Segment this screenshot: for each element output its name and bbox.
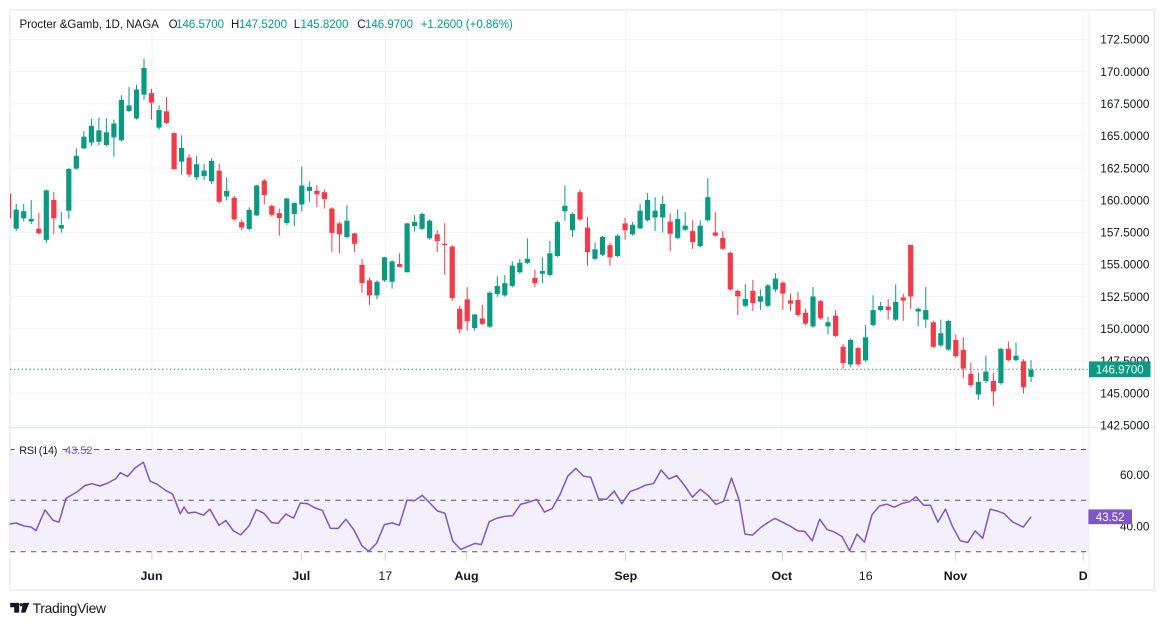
- svg-text:147.5200: 147.5200: [239, 19, 287, 31]
- svg-text:Jul: Jul: [292, 569, 310, 583]
- svg-text:167.5000: 167.5000: [1100, 97, 1150, 111]
- svg-text:Procter &Gamb, 1D, NAGA: Procter &Gamb, 1D, NAGA: [20, 19, 160, 31]
- svg-text:C: C: [357, 19, 365, 31]
- svg-text:146.9700: 146.9700: [365, 19, 413, 31]
- svg-text:+1.2600 (+0.86%): +1.2600 (+0.86%): [421, 19, 513, 31]
- svg-text:152.5000: 152.5000: [1100, 290, 1150, 304]
- svg-text:165.0000: 165.0000: [1100, 129, 1150, 143]
- svg-text:RSI: RSI: [19, 445, 36, 457]
- svg-text:150.0000: 150.0000: [1100, 322, 1150, 336]
- svg-text:TradingView: TradingView: [33, 600, 107, 616]
- svg-text:17: 17: [378, 569, 392, 583]
- svg-text:(14): (14): [39, 445, 57, 457]
- svg-text:43.52: 43.52: [1096, 512, 1125, 524]
- svg-text:Jun: Jun: [140, 569, 162, 583]
- svg-text:H: H: [231, 19, 239, 31]
- svg-text:Oct: Oct: [771, 569, 792, 583]
- svg-text:60.00: 60.00: [1120, 468, 1150, 482]
- svg-text:145.0000: 145.0000: [1100, 386, 1150, 400]
- svg-text:146.9700: 146.9700: [1096, 364, 1144, 376]
- svg-text:155.0000: 155.0000: [1100, 258, 1150, 272]
- svg-text:162.5000: 162.5000: [1100, 161, 1150, 175]
- svg-text:Sep: Sep: [614, 569, 637, 583]
- svg-text:172.5000: 172.5000: [1100, 33, 1150, 47]
- svg-text:170.0000: 170.0000: [1100, 65, 1150, 79]
- svg-text:146.5700: 146.5700: [176, 19, 224, 31]
- svg-text:Nov: Nov: [944, 569, 968, 583]
- svg-text:O: O: [169, 19, 178, 31]
- svg-text:142.5000: 142.5000: [1100, 418, 1150, 432]
- svg-text:43.52: 43.52: [65, 445, 93, 457]
- svg-text:D: D: [1079, 569, 1088, 583]
- svg-text:160.0000: 160.0000: [1100, 193, 1150, 207]
- svg-text:157.5000: 157.5000: [1100, 226, 1150, 240]
- svg-text:Aug: Aug: [454, 569, 478, 583]
- svg-text:L: L: [294, 19, 301, 31]
- svg-text:16: 16: [859, 569, 873, 583]
- svg-text:145.8200: 145.8200: [301, 19, 349, 31]
